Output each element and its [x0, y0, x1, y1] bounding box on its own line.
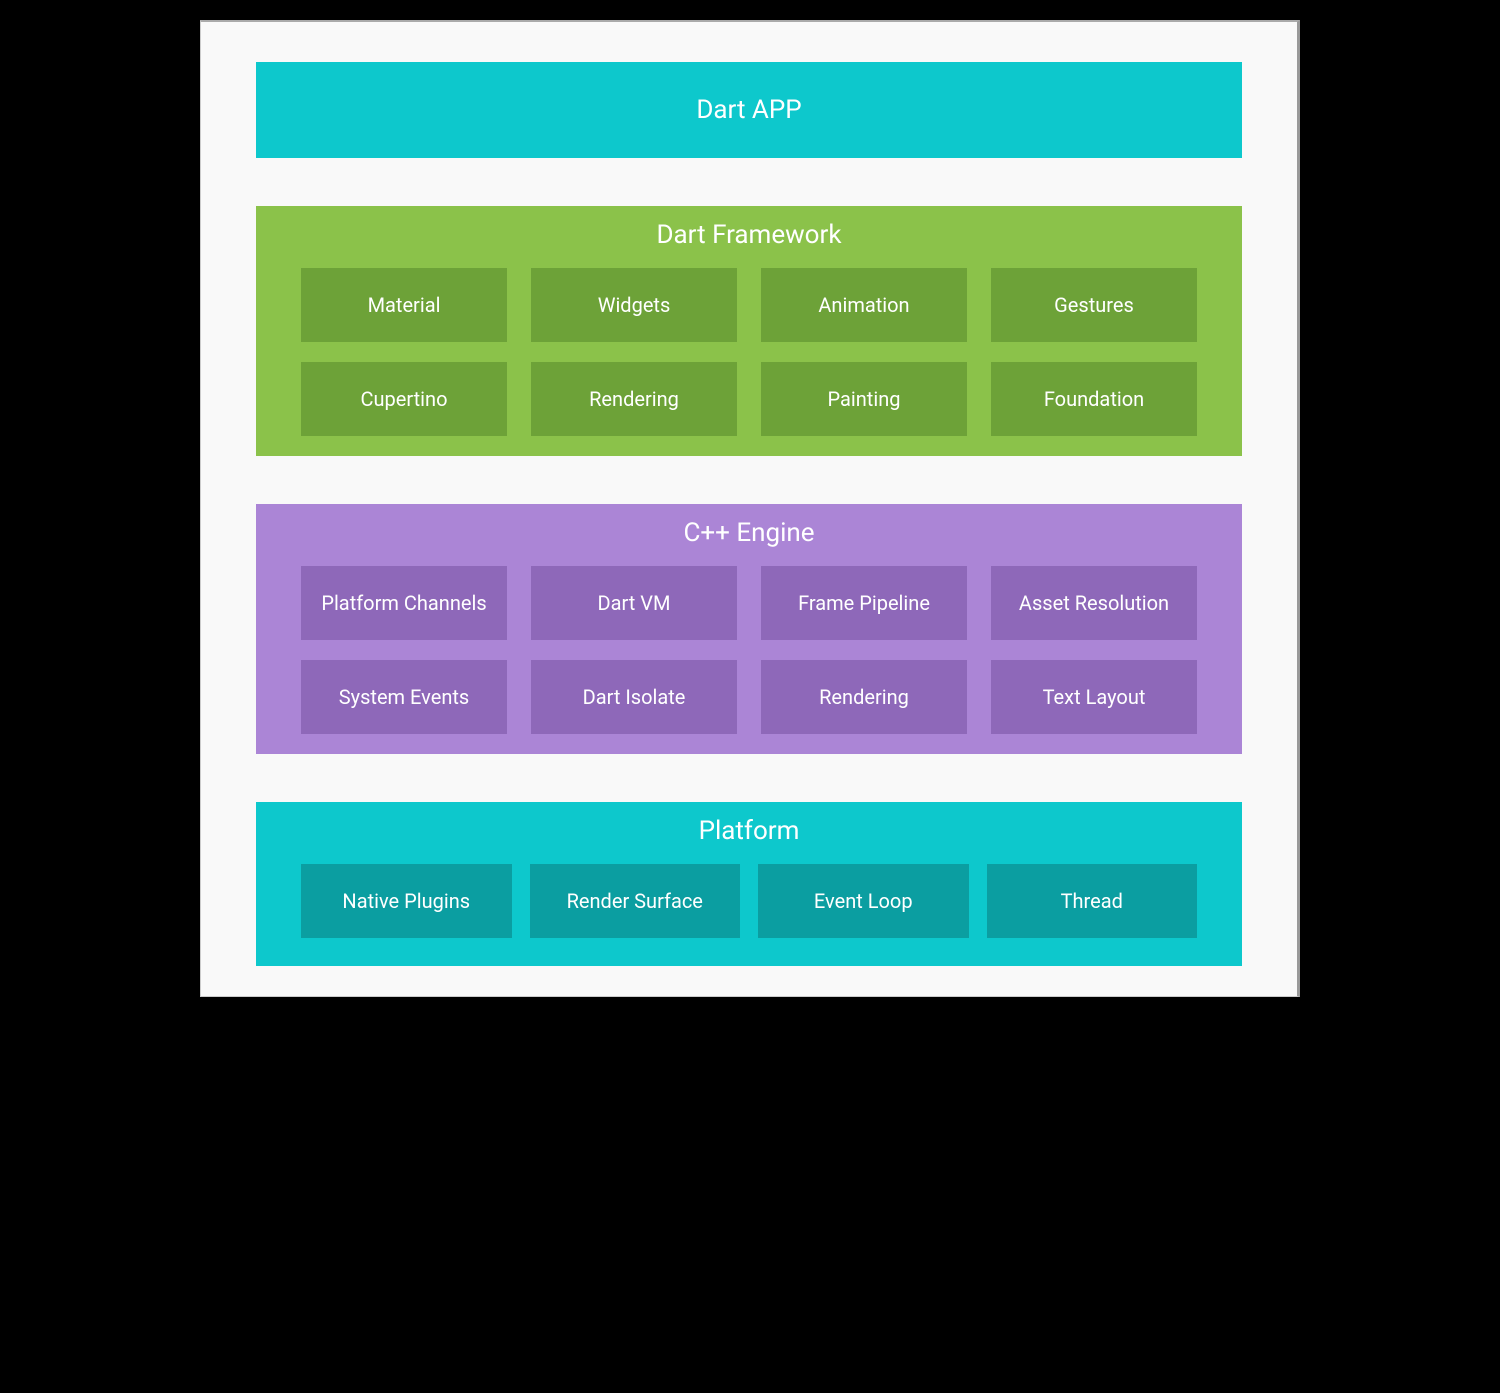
cell-rendering-engine: Rendering: [761, 660, 967, 734]
cell-foundation: Foundation: [991, 362, 1197, 436]
layer-dart-framework-grid: Material Widgets Animation Gestures Cupe…: [301, 268, 1197, 436]
cell-widgets: Widgets: [531, 268, 737, 342]
cell-render-surface: Render Surface: [530, 864, 741, 938]
cell-system-events: System Events: [301, 660, 507, 734]
cell-platform-channels: Platform Channels: [301, 566, 507, 640]
layer-dart-app-title: Dart APP: [696, 95, 801, 125]
cell-rendering-fw: Rendering: [531, 362, 737, 436]
cell-frame-pipeline: Frame Pipeline: [761, 566, 967, 640]
cell-native-plugins: Native Plugins: [301, 864, 512, 938]
cell-dart-vm: Dart VM: [531, 566, 737, 640]
layer-cpp-engine-grid: Platform Channels Dart VM Frame Pipeline…: [301, 566, 1197, 734]
cell-painting: Painting: [761, 362, 967, 436]
layer-platform-title: Platform: [699, 816, 800, 846]
layer-cpp-engine-title: C++ Engine: [683, 518, 814, 548]
layer-platform: Platform Native Plugins Render Surface E…: [256, 802, 1242, 966]
cell-thread: Thread: [987, 864, 1198, 938]
layer-dart-app: Dart APP: [256, 62, 1242, 158]
cell-cupertino: Cupertino: [301, 362, 507, 436]
layer-platform-grid: Native Plugins Render Surface Event Loop…: [301, 864, 1197, 938]
cell-event-loop: Event Loop: [758, 864, 969, 938]
cell-animation: Animation: [761, 268, 967, 342]
diagram-canvas: Dart APP Dart Framework Material Widgets…: [200, 20, 1300, 997]
cell-dart-isolate: Dart Isolate: [531, 660, 737, 734]
layer-dart-framework: Dart Framework Material Widgets Animatio…: [256, 206, 1242, 456]
cell-text-layout: Text Layout: [991, 660, 1197, 734]
cell-gestures: Gestures: [991, 268, 1197, 342]
cell-asset-resolution: Asset Resolution: [991, 566, 1197, 640]
cell-material: Material: [301, 268, 507, 342]
layer-cpp-engine: C++ Engine Platform Channels Dart VM Fra…: [256, 504, 1242, 754]
layer-dart-framework-title: Dart Framework: [656, 220, 841, 250]
